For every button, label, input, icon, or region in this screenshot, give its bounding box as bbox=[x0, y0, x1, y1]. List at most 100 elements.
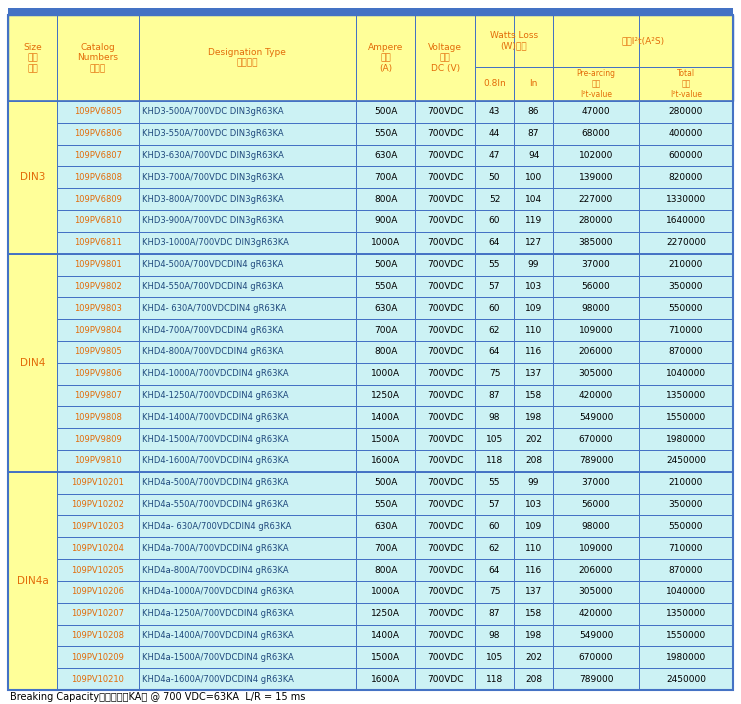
Text: 98: 98 bbox=[489, 631, 500, 640]
Text: KHD4-1500A/700VDCDIN4 gR63KA: KHD4-1500A/700VDCDIN4 gR63KA bbox=[142, 434, 289, 444]
Text: 0.8In: 0.8In bbox=[483, 80, 506, 89]
Bar bbox=[416, 624, 475, 646]
Text: 870000: 870000 bbox=[668, 565, 703, 574]
Text: 105: 105 bbox=[486, 434, 503, 444]
Bar bbox=[416, 122, 475, 144]
Text: 1000A: 1000A bbox=[371, 238, 400, 247]
Text: 549000: 549000 bbox=[579, 631, 613, 640]
Bar bbox=[475, 67, 514, 101]
Bar bbox=[139, 122, 356, 144]
Text: 202: 202 bbox=[525, 434, 542, 444]
Text: 870000: 870000 bbox=[668, 347, 703, 356]
Bar bbox=[8, 253, 733, 472]
Bar bbox=[57, 472, 139, 494]
Bar bbox=[639, 363, 733, 384]
Text: 109PV6805: 109PV6805 bbox=[74, 108, 122, 116]
Text: 198: 198 bbox=[525, 631, 542, 640]
Text: DIN4: DIN4 bbox=[20, 358, 45, 367]
Bar bbox=[514, 515, 554, 537]
Text: 500A: 500A bbox=[374, 260, 397, 269]
Bar bbox=[554, 144, 639, 166]
Bar bbox=[554, 101, 639, 122]
Text: 64: 64 bbox=[489, 565, 500, 574]
Bar bbox=[416, 515, 475, 537]
Bar bbox=[139, 559, 356, 581]
Bar bbox=[514, 581, 554, 603]
Bar bbox=[57, 646, 139, 668]
Text: KHD4a-800A/700VDCDIN4 gR63KA: KHD4a-800A/700VDCDIN4 gR63KA bbox=[142, 565, 289, 574]
Bar bbox=[8, 101, 733, 253]
Text: KHD4a-700A/700VDCDIN4 gR63KA: KHD4a-700A/700VDCDIN4 gR63KA bbox=[142, 543, 289, 553]
Text: 700VDC: 700VDC bbox=[427, 282, 463, 291]
Bar bbox=[554, 603, 639, 624]
Text: 109PV10208: 109PV10208 bbox=[71, 631, 124, 640]
Bar bbox=[554, 188, 639, 210]
Text: 熔断I²t(A²S): 熔断I²t(A²S) bbox=[622, 37, 665, 46]
Text: 500A: 500A bbox=[374, 108, 397, 116]
Bar bbox=[57, 603, 139, 624]
Text: 385000: 385000 bbox=[579, 238, 614, 247]
Text: Total
熔断
I²t-value: Total 熔断 I²t-value bbox=[670, 69, 702, 99]
Text: 1550000: 1550000 bbox=[665, 413, 706, 422]
Text: 800A: 800A bbox=[374, 347, 397, 356]
Text: 44: 44 bbox=[489, 130, 500, 138]
Text: 700VDC: 700VDC bbox=[427, 303, 463, 313]
Text: 2450000: 2450000 bbox=[666, 456, 706, 465]
Text: 1350000: 1350000 bbox=[665, 609, 706, 618]
Text: 710000: 710000 bbox=[668, 543, 703, 553]
Bar bbox=[356, 559, 416, 581]
Bar bbox=[514, 537, 554, 559]
Bar bbox=[356, 406, 416, 428]
Bar bbox=[639, 101, 733, 122]
Bar bbox=[139, 275, 356, 297]
Text: 350000: 350000 bbox=[668, 500, 703, 509]
Text: 600000: 600000 bbox=[668, 151, 703, 160]
Text: 52: 52 bbox=[489, 195, 500, 203]
Text: 1980000: 1980000 bbox=[665, 653, 706, 662]
Bar bbox=[416, 668, 475, 690]
Text: KHD4a-550A/700VDCDIN4 gR63KA: KHD4a-550A/700VDCDIN4 gR63KA bbox=[142, 500, 289, 509]
Text: 1250A: 1250A bbox=[371, 391, 400, 400]
Bar bbox=[8, 472, 57, 690]
Bar bbox=[554, 406, 639, 428]
Text: 109PV9810: 109PV9810 bbox=[74, 456, 122, 465]
Bar bbox=[514, 559, 554, 581]
Bar bbox=[554, 15, 733, 67]
Bar bbox=[356, 428, 416, 450]
Text: 109PV10201: 109PV10201 bbox=[71, 478, 124, 487]
Text: KHD4-800A/700VDCDIN4 gR63KA: KHD4-800A/700VDCDIN4 gR63KA bbox=[142, 347, 284, 356]
Bar bbox=[57, 559, 139, 581]
Bar bbox=[139, 144, 356, 166]
Text: KHD3-500A/700VDC DIN3gR63KA: KHD3-500A/700VDC DIN3gR63KA bbox=[142, 108, 284, 116]
Bar bbox=[514, 363, 554, 384]
Bar bbox=[416, 646, 475, 668]
Bar bbox=[514, 494, 554, 515]
Bar bbox=[356, 297, 416, 319]
Bar bbox=[514, 472, 554, 494]
Text: 109PV9806: 109PV9806 bbox=[74, 369, 122, 378]
Text: 2270000: 2270000 bbox=[666, 238, 706, 247]
Text: 700VDC: 700VDC bbox=[427, 653, 463, 662]
Text: 1350000: 1350000 bbox=[665, 391, 706, 400]
Bar bbox=[475, 450, 514, 472]
Bar bbox=[416, 406, 475, 428]
Bar bbox=[139, 537, 356, 559]
Bar bbox=[57, 166, 139, 188]
Text: 208: 208 bbox=[525, 456, 542, 465]
Bar bbox=[639, 232, 733, 253]
Bar bbox=[356, 472, 416, 494]
Text: 98000: 98000 bbox=[582, 303, 611, 313]
Text: 109PV9805: 109PV9805 bbox=[74, 347, 122, 356]
Text: 420000: 420000 bbox=[579, 609, 613, 618]
Text: 109PV9804: 109PV9804 bbox=[74, 325, 122, 334]
Bar bbox=[475, 232, 514, 253]
Bar bbox=[514, 668, 554, 690]
Text: 700VDC: 700VDC bbox=[427, 173, 463, 182]
Text: 700A: 700A bbox=[374, 543, 397, 553]
Bar bbox=[639, 472, 733, 494]
Text: 109PV9809: 109PV9809 bbox=[74, 434, 122, 444]
Bar bbox=[554, 232, 639, 253]
Text: 700VDC: 700VDC bbox=[427, 456, 463, 465]
Bar bbox=[554, 363, 639, 384]
Bar bbox=[356, 624, 416, 646]
